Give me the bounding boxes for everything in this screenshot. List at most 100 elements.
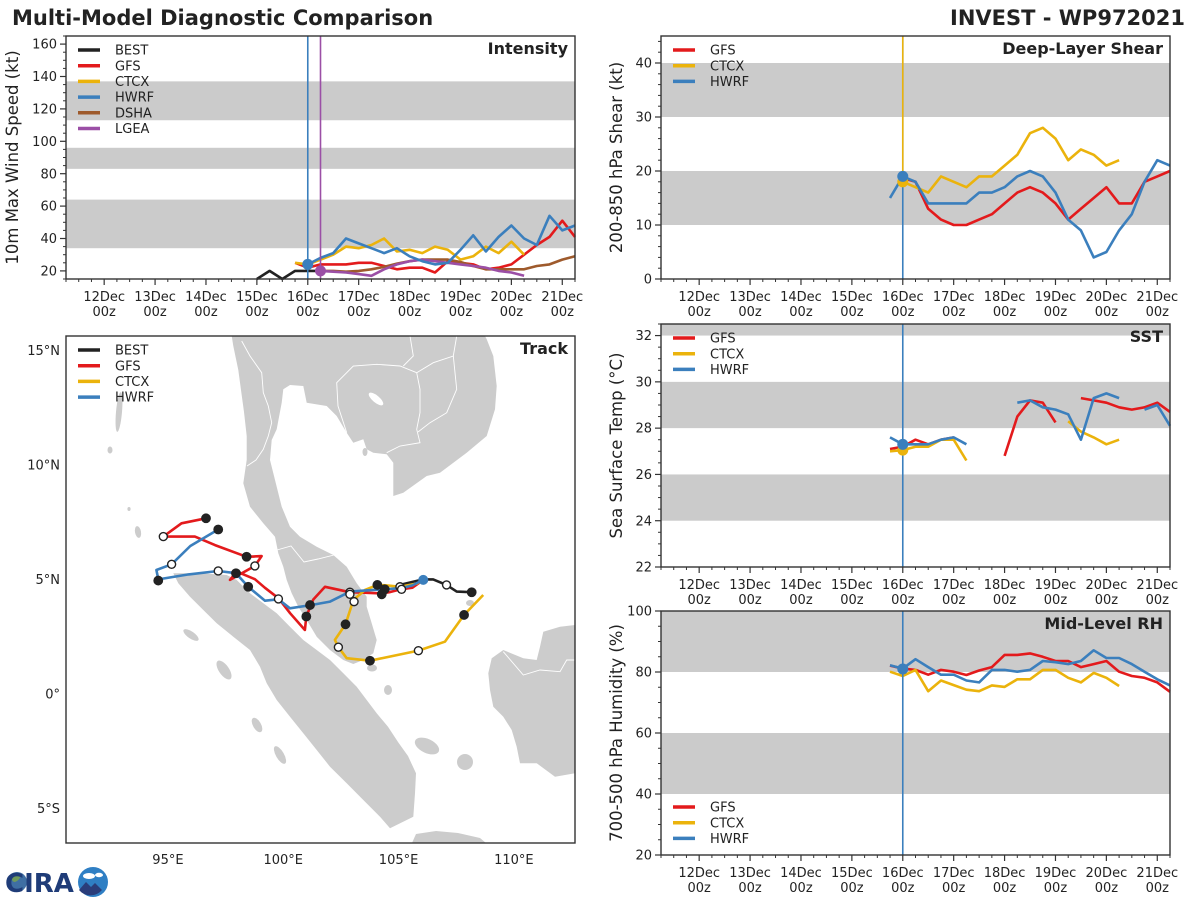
cloud-shape	[95, 872, 103, 878]
threshold-band	[661, 63, 1170, 117]
x-tick-date: 19Dec	[1035, 866, 1077, 881]
x-tick-date: 15Dec	[831, 290, 873, 305]
x-tick-time: 00z	[398, 305, 422, 320]
x-tick-date: 16Dec	[882, 290, 924, 305]
init-point-hwrf	[897, 663, 909, 675]
y-tick-label: 30	[635, 111, 652, 126]
init-point-hwrf	[302, 258, 314, 270]
x-tick-time: 00z	[840, 593, 864, 608]
country-border	[386, 372, 421, 454]
legend-label: GFS	[115, 359, 141, 374]
legend-item-gfs: GFS	[78, 359, 141, 374]
x-tick-date: 12Dec	[678, 578, 720, 593]
x-tick-time: 00z	[1146, 881, 1170, 896]
country-border	[276, 545, 335, 563]
y-axis: 20 40 60 80 100	[627, 605, 661, 864]
track-marker-filled	[466, 587, 477, 598]
x-tick-time: 00z	[687, 593, 711, 608]
lon-label: 95°E	[152, 853, 183, 868]
x-tick-date: 19Dec	[440, 290, 482, 305]
x-tick-time: 00z	[296, 305, 320, 320]
x-tick-date: 14Dec	[185, 290, 227, 305]
y-axis: 0 10 20 30 40	[635, 40, 661, 288]
threshold-band	[661, 611, 1170, 672]
y-tick-label: 26	[635, 468, 652, 483]
threshold-bands	[661, 611, 1170, 794]
x-tick-time: 00z	[738, 305, 762, 320]
track-markers	[153, 513, 477, 666]
x-tick-time: 00z	[347, 305, 371, 320]
legend-label: CTCX	[710, 59, 744, 74]
x-tick-date: 18Dec	[389, 290, 431, 305]
x-tick-time: 00z	[551, 305, 575, 320]
x-tick-date: 18Dec	[984, 290, 1026, 305]
x-tick-date: 13Dec	[729, 866, 771, 881]
legend-item-gfs: GFS	[673, 332, 736, 347]
series-lines	[888, 126, 1171, 259]
track-marker-filled	[241, 551, 252, 562]
legend-item-lgea: LGEA	[78, 122, 150, 137]
x-tick-time: 00z	[993, 881, 1017, 896]
country-border	[241, 340, 273, 467]
series-line-hwrf	[889, 649, 1171, 687]
logo-text: CIRA	[5, 869, 74, 899]
shear-panel: 01020304012Dec00z13Dec00z14Dec00z15Dec00…	[607, 35, 1178, 320]
series-lines	[256, 214, 577, 281]
x-tick-time: 00z	[1044, 593, 1068, 608]
x-tick-time: 00z	[1095, 593, 1119, 608]
x-axis: 12Dec00z13Dec00z14Dec00z15Dec00z16Dec00z…	[660, 855, 1178, 896]
y-tick-label: 24	[635, 514, 652, 529]
island-siberut	[251, 717, 263, 733]
x-tick-date: 21Dec	[1136, 290, 1178, 305]
y-tick-label: 20	[635, 165, 652, 180]
x-tick-time: 00z	[942, 305, 966, 320]
mountain-shape	[79, 882, 102, 896]
threshold-bands	[661, 63, 1170, 225]
track-marker-filled	[213, 524, 224, 535]
x-tick-date: 21Dec	[1136, 866, 1178, 881]
x-tick-date: 12Dec	[678, 290, 720, 305]
legend-item-gfs: GFS	[673, 44, 736, 59]
x-tick-date: 12Dec	[678, 866, 720, 881]
threshold-band	[661, 171, 1170, 225]
x-tick-time: 00z	[1146, 593, 1170, 608]
track-marker-filled	[301, 611, 312, 622]
current-position-marker	[418, 574, 429, 585]
country-border	[416, 335, 458, 374]
series-line-best	[256, 269, 321, 281]
island-bintan	[367, 664, 377, 672]
panel-title: SST	[1130, 327, 1163, 346]
y-tick-label: 80	[40, 167, 57, 182]
track-marker-open	[349, 596, 359, 607]
x-tick-time: 00z	[942, 593, 966, 608]
x-tick-time: 00z	[92, 305, 116, 320]
track-marker-filled	[201, 513, 211, 524]
x-tick-time: 00z	[1095, 881, 1119, 896]
threshold-band	[661, 381, 1170, 429]
x-tick-date: 17Dec	[933, 866, 975, 881]
land-masses	[107, 336, 575, 843]
x-tick-date: 21Dec	[541, 290, 583, 305]
legend-label: DSHA	[115, 106, 152, 121]
series-line-hwrf	[307, 214, 576, 266]
x-tick-date: 20Dec	[1086, 290, 1128, 305]
lat-label: 0°	[45, 687, 60, 702]
legend-item-hwrf: HWRF	[673, 363, 749, 378]
y-tick-label: 20	[40, 265, 57, 280]
panel-title: Intensity	[488, 39, 569, 58]
legend-label: BEST	[115, 344, 148, 359]
x-tick-date: 19Dec	[1035, 290, 1077, 305]
sst-panel: 22242628303212Dec00z13Dec00z14Dec00z15De…	[607, 323, 1178, 608]
country-border	[402, 335, 414, 367]
legend-item-hwrf: HWRF	[78, 91, 154, 106]
legend-item-hwrf: HWRF	[673, 832, 749, 847]
island-bangka	[414, 737, 440, 755]
legend-item-gfs: GFS	[673, 801, 736, 816]
panel-title: Deep-Layer Shear	[1002, 39, 1163, 58]
lon-label: 100°E	[263, 853, 303, 868]
x-tick-time: 00z	[840, 305, 864, 320]
x-tick-time: 00z	[789, 593, 813, 608]
island-nicobar-island	[134, 526, 142, 538]
